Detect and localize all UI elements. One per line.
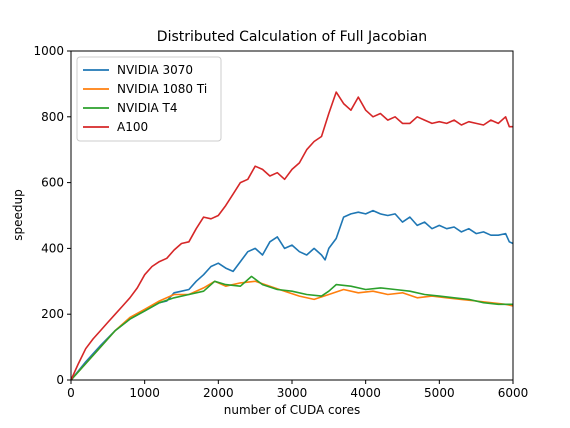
legend: NVIDIA 3070 NVIDIA 1080 Ti NVIDIA T4 A100 <box>76 56 222 142</box>
series-line-3 <box>70 91 513 381</box>
x-tick-label: 2000 <box>203 386 234 400</box>
x-tick-label: 0 <box>67 386 75 400</box>
y-tick-label: 1000 <box>33 44 64 58</box>
x-tick-label: 6000 <box>498 386 529 400</box>
y-tick-label: 0 <box>56 373 64 387</box>
x-tick-label: 1000 <box>129 386 160 400</box>
x-tick-label: 5000 <box>424 386 455 400</box>
series-layer <box>70 91 514 381</box>
x-axis-label: number of CUDA cores <box>224 403 361 417</box>
legend-entry-label: A100 <box>117 120 148 134</box>
y-axis-label: speedup <box>11 189 25 240</box>
x-tick-label: 3000 <box>277 386 308 400</box>
y-tick-label: 800 <box>41 110 64 124</box>
chart-title: Distributed Calculation of Full Jacobian <box>156 29 428 45</box>
x-tick-label: 4000 <box>350 386 381 400</box>
series-line-1 <box>70 280 514 381</box>
series-line-0 <box>70 209 514 381</box>
legend-entry-label: NVIDIA 1080 Ti <box>117 82 207 96</box>
legend-box <box>76 56 222 142</box>
series-line-2 <box>70 275 513 381</box>
y-tick-label: 600 <box>41 176 64 190</box>
y-tick-label: 200 <box>41 307 64 321</box>
legend-entry-label: NVIDIA 3070 <box>117 63 193 77</box>
y-tick-label: 400 <box>41 241 64 255</box>
legend-entry-label: NVIDIA T4 <box>117 101 178 115</box>
axes-layer: 0 1000 2000 3000 4000 5000 6000 0 200 400 600 800 10… <box>33 44 528 400</box>
